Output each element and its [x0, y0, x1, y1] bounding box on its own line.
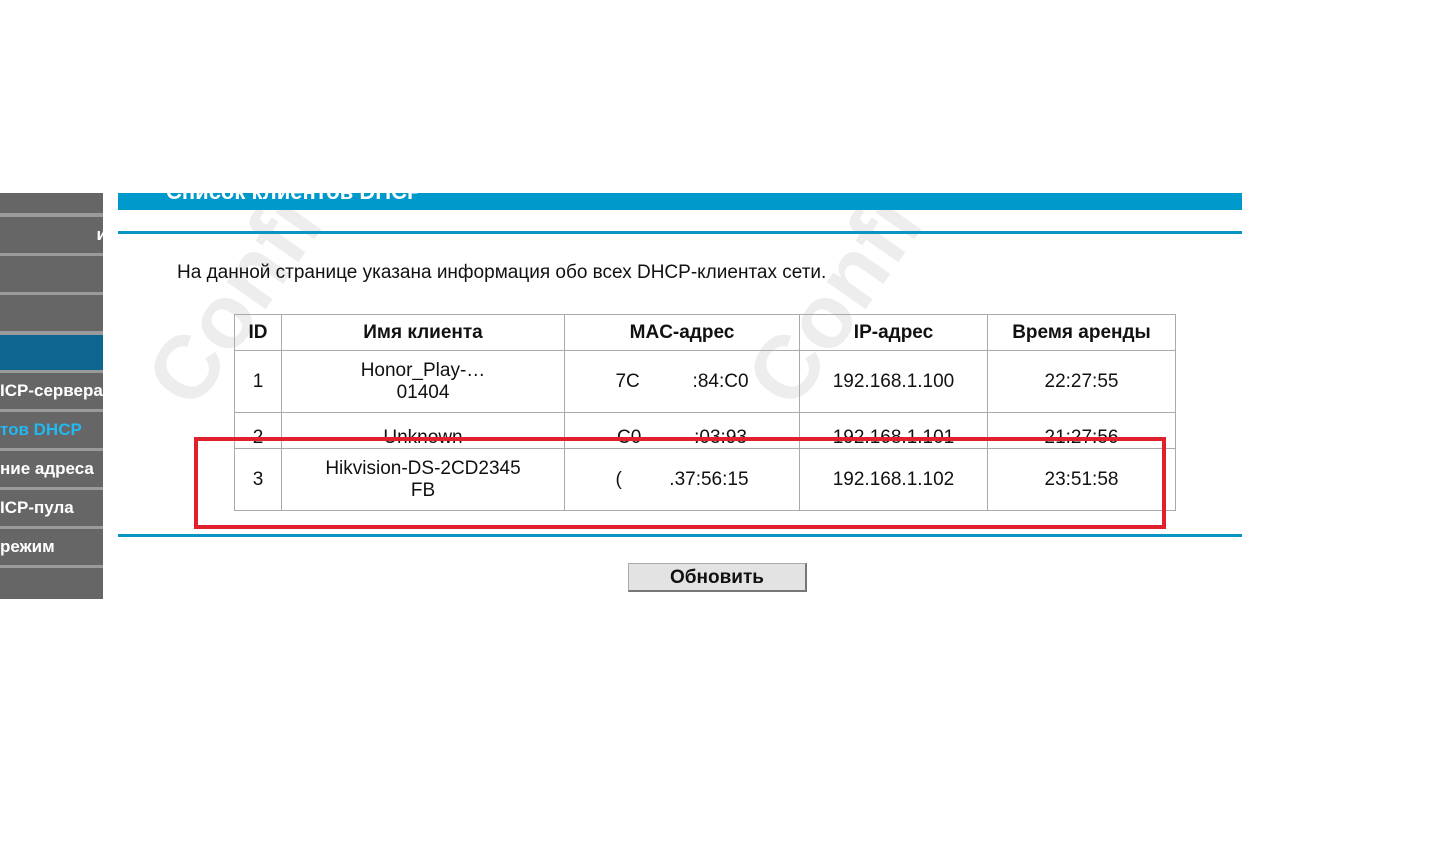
cell-mac: ( .37:56:15	[564, 448, 800, 511]
sidebar-item[interactable]	[0, 295, 103, 331]
sidebar-item-label: ICP-пула	[0, 498, 74, 517]
sidebar-item-label: ние адреса	[0, 459, 94, 478]
cell-ip: 192.168.1.102	[799, 448, 988, 511]
table-header: ID Имя клиента MAC-адрес IP-адрес Время …	[234, 314, 1176, 351]
sidebar-item[interactable]: и	[0, 217, 103, 253]
sidebar: и ICP-сервера тов DHCP ние адреса ICP-пу…	[0, 193, 103, 599]
table-row: 1 Honor_Play-… 01404 7C :84:C0 192.168.1.…	[234, 350, 1176, 413]
divider	[118, 534, 1242, 537]
cell-mac: C0 :03:93	[564, 412, 800, 449]
name-line1: Hikvision-DS-2CD2345	[325, 457, 521, 479]
table-row: 3 Hikvision-DS-2CD2345 FB ( .37:56:15 192…	[234, 448, 1176, 511]
cell-ip: 192.168.1.100	[799, 350, 988, 413]
sidebar-item-mode[interactable]: режим	[0, 529, 103, 565]
sidebar-item[interactable]	[0, 256, 103, 292]
refresh-button[interactable]: Обновить	[628, 563, 807, 592]
sidebar-item-dhcp-settings[interactable]: ICP-сервера	[0, 373, 103, 409]
sidebar-item-label: тов DHCP	[0, 420, 82, 439]
sidebar-item-dhcp-clients[interactable]: тов DHCP	[0, 412, 103, 448]
dhcp-clients-table: ID Имя клиента MAC-адрес IP-адрес Время …	[234, 314, 1176, 511]
cell-id: 1	[234, 350, 282, 413]
sidebar-item-label: ICP-сервера	[0, 381, 103, 400]
divider	[118, 231, 1242, 234]
cell-lease: 22:27:55	[987, 350, 1176, 413]
table-row: 2 Unknown C0 :03:93 192.168.1.101 21:27:…	[234, 412, 1176, 449]
sidebar-item-dhcp-pool[interactable]: ICP-пула	[0, 490, 103, 526]
cell-lease: 23:51:58	[987, 448, 1176, 511]
sidebar-item[interactable]	[0, 193, 103, 213]
sidebar-item-label: режим	[0, 537, 55, 556]
page-header: Список клиентов DHCP	[118, 193, 1242, 210]
name-line1: Honor_Play-…	[360, 359, 486, 381]
intro-text: На данной странице указана информация об…	[177, 262, 827, 283]
name-line2: 01404	[396, 381, 450, 403]
name-line2: FB	[410, 479, 436, 501]
page-title: Список клиентов DHCP	[166, 193, 422, 205]
col-lease: Время аренды	[987, 314, 1176, 351]
sidebar-item-dhcp[interactable]	[0, 335, 103, 370]
highlight-box	[194, 437, 1166, 529]
cell-id: 3	[234, 448, 282, 511]
sidebar-item[interactable]	[0, 568, 103, 599]
cell-mac: 7C :84:C0	[564, 350, 800, 413]
cell-name: Hikvision-DS-2CD2345 FB	[281, 448, 565, 511]
sidebar-item-label: и	[96, 225, 103, 244]
sidebar-item-address-reservation[interactable]: ние адреса	[0, 451, 103, 487]
col-ip: IP-адрес	[799, 314, 988, 351]
cell-name: Honor_Play-… 01404	[281, 350, 565, 413]
col-name: Имя клиента	[281, 314, 565, 351]
col-id: ID	[234, 314, 282, 351]
col-mac: MAC-адрес	[564, 314, 800, 351]
